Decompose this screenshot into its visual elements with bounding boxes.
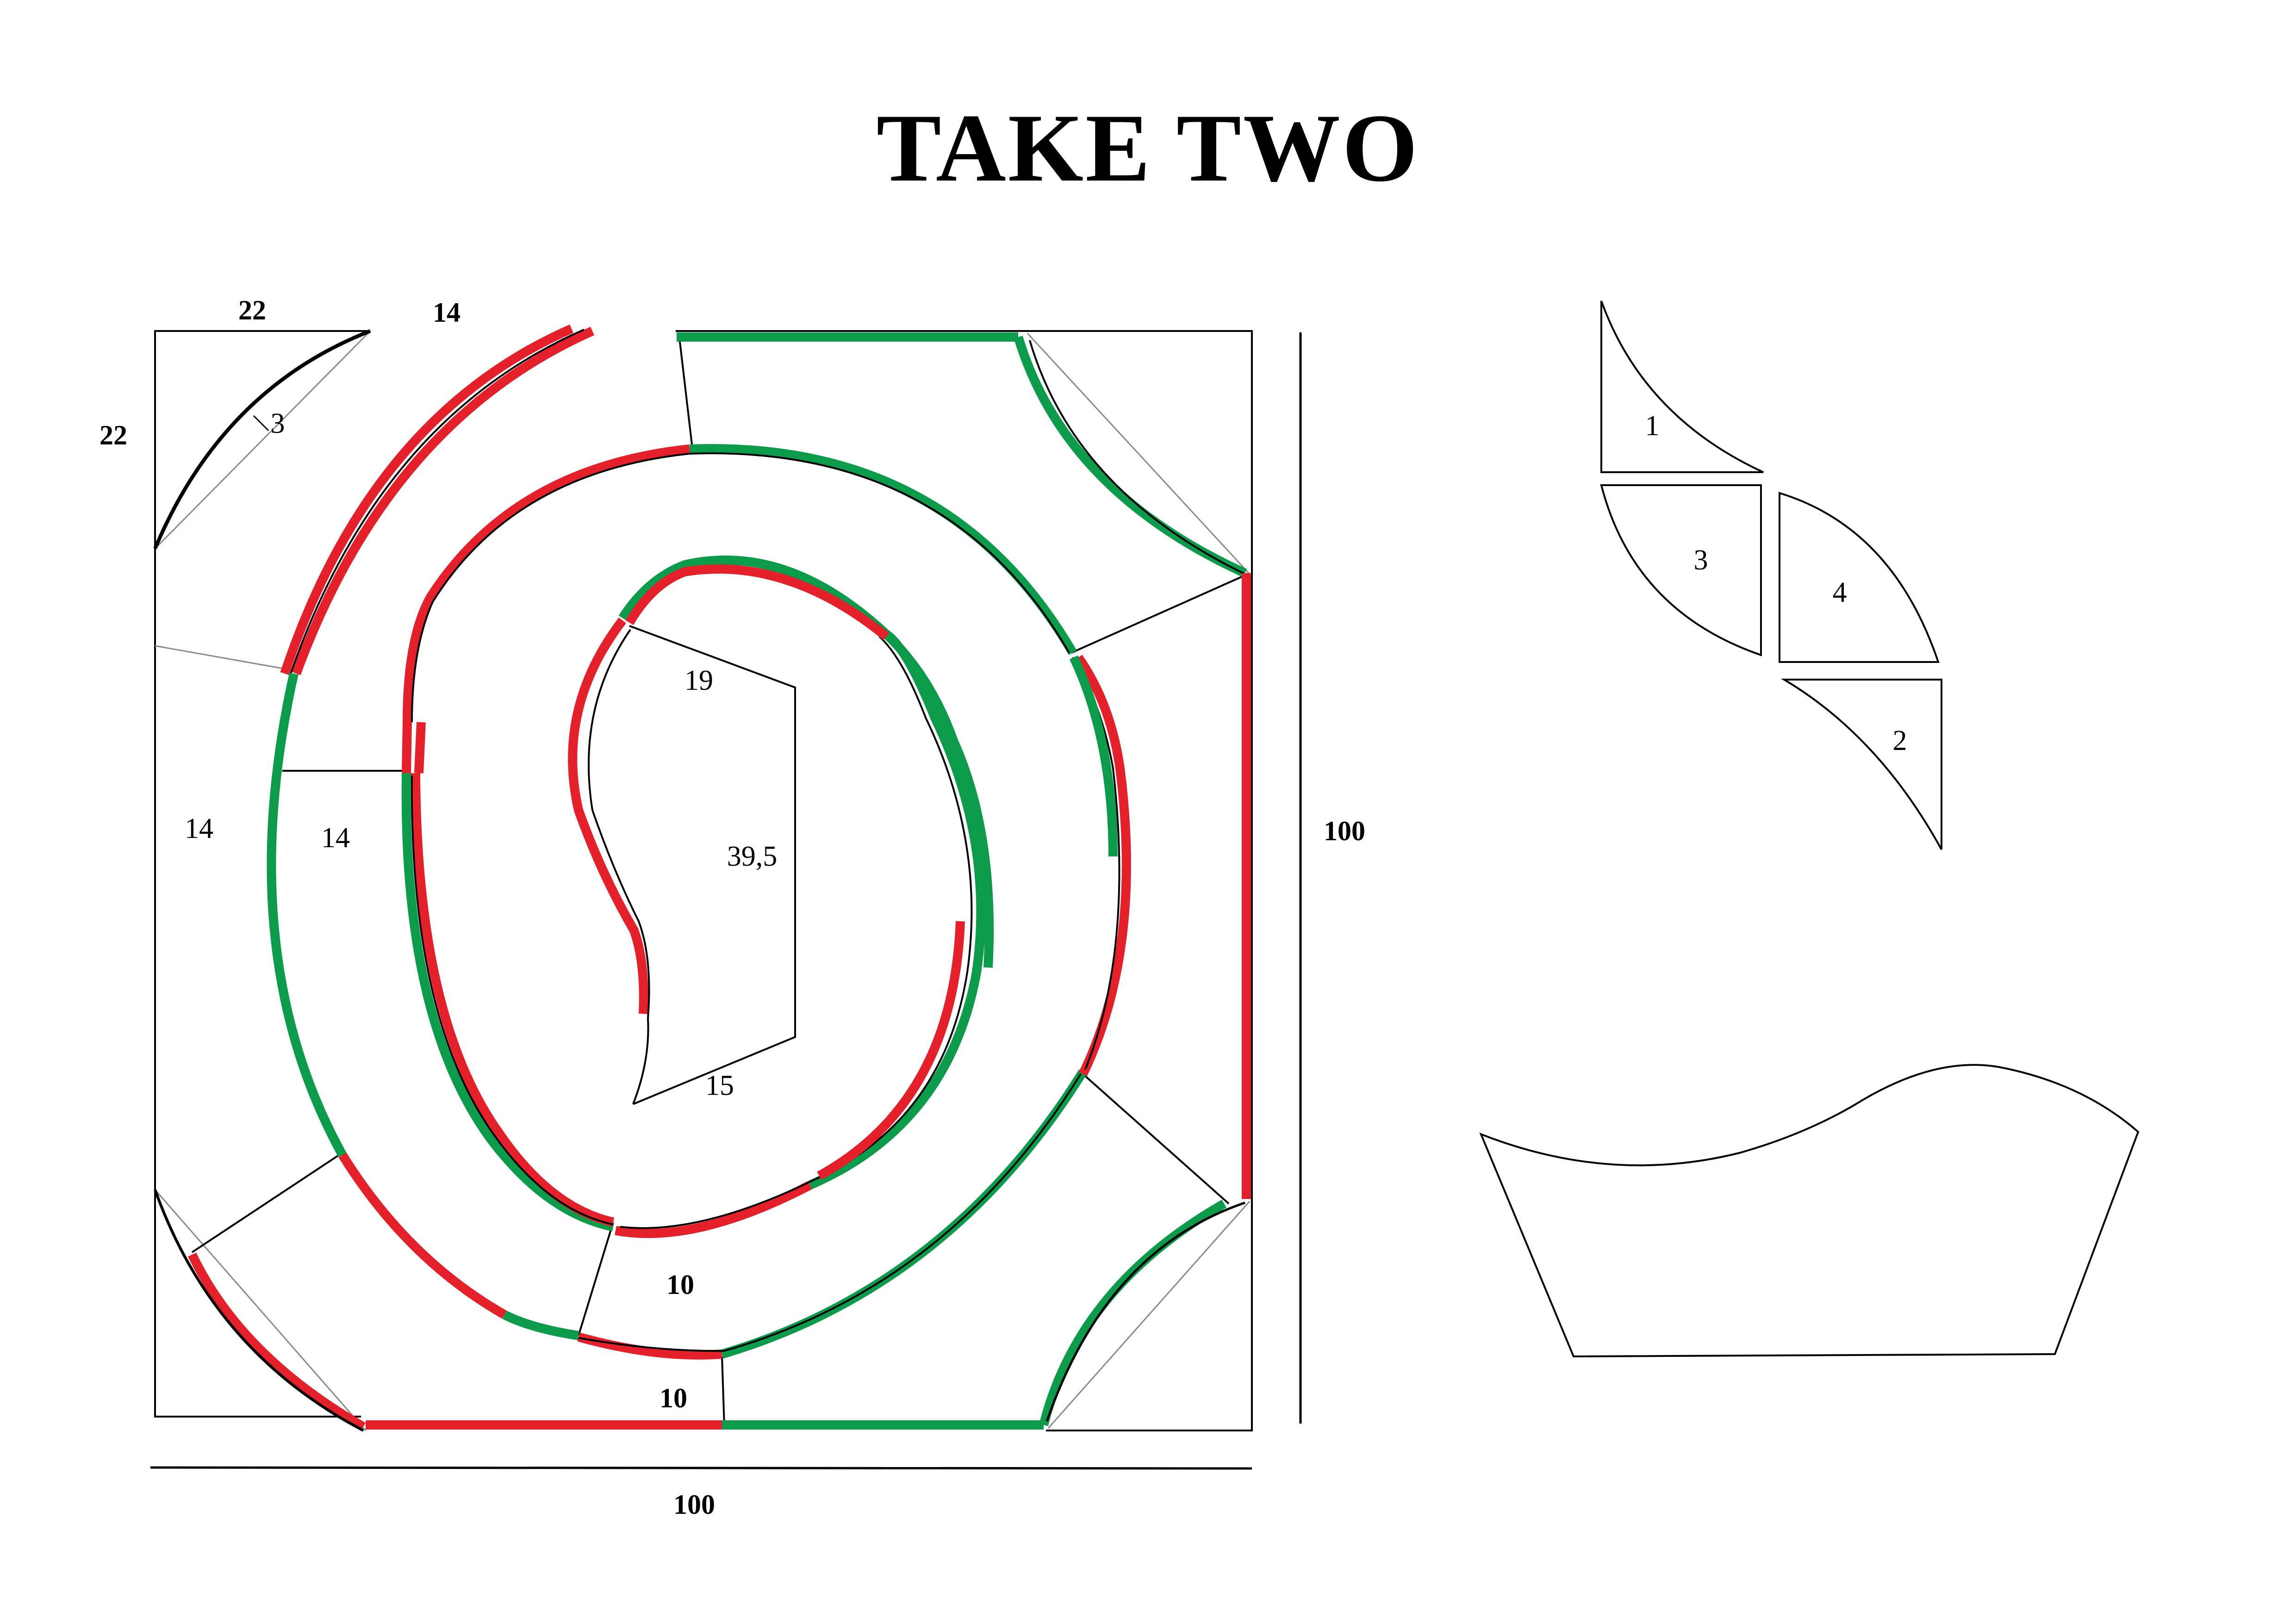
arc-height-marker bbox=[253, 415, 269, 431]
piece-2-label: 2 bbox=[1893, 725, 1907, 756]
piece-2 bbox=[1780, 679, 1942, 850]
piece-3 bbox=[1600, 484, 1762, 656]
dim-arc-3: 3 bbox=[271, 408, 285, 439]
piece-4-label: 4 bbox=[1833, 577, 1847, 608]
main-square bbox=[154, 330, 1253, 1431]
piece-4 bbox=[1779, 492, 1940, 663]
dim-center-15: 15 bbox=[705, 1070, 734, 1101]
corner-guides bbox=[154, 330, 1251, 1431]
dim-bottom-10-outer: 10 bbox=[660, 1383, 687, 1413]
piece-1 bbox=[1600, 300, 1764, 473]
dim-width-100: 100 bbox=[673, 1489, 715, 1520]
center-polygon bbox=[629, 625, 796, 1105]
page-title: TAKE TWO bbox=[876, 94, 1420, 202]
dim-height-100: 100 bbox=[1324, 816, 1365, 846]
wave-piece bbox=[1479, 1064, 2140, 1358]
dim-top-14: 14 bbox=[433, 297, 460, 328]
dim-center-39-5: 39,5 bbox=[727, 841, 778, 872]
piece-3-label: 3 bbox=[1694, 544, 1708, 576]
top-left-corner-arc bbox=[153, 329, 371, 550]
dim-bottom-10-inner: 10 bbox=[666, 1269, 694, 1300]
radial-lines bbox=[191, 337, 1243, 1426]
outer-spiral-ring bbox=[267, 444, 1131, 1360]
outer-band bbox=[154, 324, 1251, 1432]
dim-center-19: 19 bbox=[684, 665, 713, 696]
piece-1-label: 1 bbox=[1645, 410, 1660, 442]
dim-left-14-outer: 14 bbox=[185, 813, 213, 844]
dim-top-22: 22 bbox=[238, 295, 266, 325]
inner-spiral-ring bbox=[568, 556, 994, 1238]
dim-left-14-inner: 14 bbox=[321, 822, 350, 854]
dim-left-22: 22 bbox=[100, 420, 127, 450]
